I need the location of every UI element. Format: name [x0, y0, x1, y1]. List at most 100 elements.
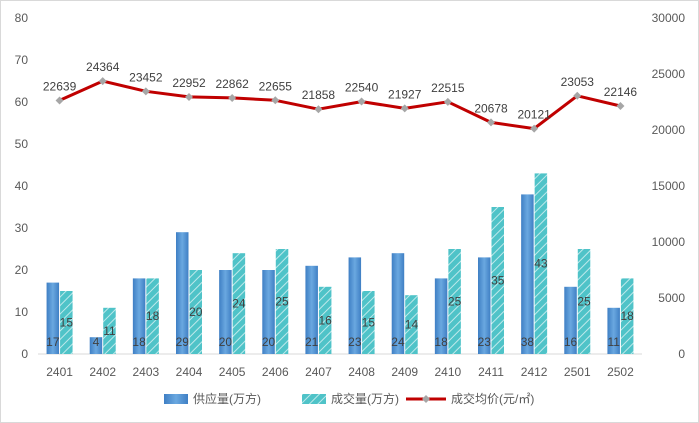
- label-price: 21927: [388, 87, 422, 101]
- left-axis-tick: 50: [15, 137, 29, 151]
- x-axis-tick: 2411: [478, 365, 504, 379]
- legend-label-deal: 成交量(万方): [331, 391, 399, 406]
- label-deal: 16: [318, 313, 332, 327]
- price-line: [55, 77, 625, 133]
- bar-supply: [607, 307, 620, 354]
- price-marker: [400, 104, 409, 113]
- bar-deal: [620, 278, 634, 354]
- label-price: 23053: [561, 75, 595, 89]
- label-price: 22146: [604, 85, 638, 99]
- left-axis-tick: 20: [15, 263, 29, 277]
- label-supply: 29: [176, 335, 190, 349]
- bar-deal: [146, 278, 159, 354]
- label-price: 22655: [259, 79, 293, 93]
- label-supply: 38: [521, 335, 535, 349]
- bar-deal: [275, 249, 289, 354]
- x-axis-tick: 2406: [262, 365, 289, 379]
- price-marker: [271, 96, 280, 105]
- price-marker: [357, 97, 366, 106]
- right-axis-tick: 30000: [652, 11, 686, 25]
- label-price: 22540: [345, 81, 379, 95]
- price-marker: [228, 93, 237, 102]
- data-labels: 1715411181829202024202521162315241418252…: [43, 60, 638, 349]
- label-deal: 25: [448, 295, 462, 309]
- bar-supply: [219, 270, 232, 354]
- label-supply: 18: [434, 335, 448, 349]
- right-axis-tick: 10000: [652, 235, 686, 249]
- label-price: 22862: [215, 77, 249, 91]
- bar-supply: [305, 265, 318, 354]
- price-marker: [573, 91, 582, 100]
- bar-deal: [405, 295, 418, 354]
- price-marker: [616, 101, 625, 110]
- label-deal: 20: [189, 305, 203, 319]
- x-axis-tick: 2405: [219, 365, 246, 379]
- right-axis-tick: 25000: [652, 67, 686, 81]
- label-deal: 11: [103, 324, 116, 338]
- bar-supply: [391, 253, 405, 354]
- label-deal: 15: [362, 316, 376, 330]
- price-marker: [314, 105, 323, 114]
- x-axis-tick: 2408: [348, 365, 375, 379]
- bar-deal: [577, 249, 591, 354]
- label-deal: 25: [275, 295, 289, 309]
- left-axis-tick: 70: [15, 53, 29, 67]
- bar-supply: [348, 257, 362, 354]
- label-supply: 24: [391, 335, 405, 349]
- bar-supply: [89, 337, 103, 354]
- label-deal: 18: [620, 309, 634, 323]
- label-price: 22515: [431, 81, 465, 95]
- label-price: 20121: [517, 108, 551, 122]
- x-axis-tick: 2404: [176, 365, 203, 379]
- x-axis-tick: 2412: [521, 365, 548, 379]
- x-axis-tick: 2501: [564, 365, 591, 379]
- legend-label-supply: 供应量(万方): [193, 391, 261, 406]
- label-deal: 24: [232, 297, 246, 311]
- bars: [46, 173, 634, 354]
- x-axis-tick: 2401: [46, 365, 73, 379]
- bar-supply: [132, 278, 146, 354]
- bar-supply: [434, 278, 448, 354]
- label-deal: 43: [534, 257, 548, 271]
- bar-deal: [189, 270, 202, 354]
- price-marker: [443, 97, 452, 106]
- label-price: 24364: [86, 60, 120, 74]
- x-axis-tick: 2407: [305, 365, 332, 379]
- label-supply: 16: [564, 335, 578, 349]
- label-supply: 4: [93, 335, 100, 349]
- label-supply: 20: [262, 335, 276, 349]
- label-supply: 23: [478, 335, 492, 349]
- right-axis-tick: 0: [678, 347, 685, 361]
- label-supply: 20: [219, 335, 233, 349]
- left-axis-tick: 40: [15, 179, 29, 193]
- x-axis-tick: 2502: [607, 365, 634, 379]
- price-marker: [141, 87, 150, 96]
- bar-supply: [478, 257, 491, 354]
- price-marker: [55, 96, 64, 105]
- label-supply: 18: [132, 335, 146, 349]
- right-axis-tick: 15000: [652, 179, 686, 193]
- bar-supply: [564, 286, 577, 354]
- bar-supply: [176, 232, 189, 354]
- label-supply: 11: [607, 335, 620, 349]
- price-marker: [530, 124, 539, 133]
- label-price: 20678: [474, 101, 508, 115]
- bar-deal: [491, 207, 504, 354]
- legend-label-price: 成交均价(元/㎡): [451, 391, 534, 406]
- right-axis-tick: 20000: [652, 123, 686, 137]
- bar-deal: [318, 286, 332, 354]
- label-deal: 35: [491, 274, 505, 288]
- x-axis-tick: 2403: [133, 365, 160, 379]
- label-deal: 18: [146, 309, 160, 323]
- price-marker: [98, 77, 107, 86]
- x-axis-tick: 2410: [435, 365, 462, 379]
- price-series-line: [58, 79, 621, 131]
- price-marker: [487, 118, 495, 127]
- bar-supply: [262, 270, 275, 354]
- bar-deal: [103, 307, 116, 354]
- bar-supply: [46, 282, 60, 354]
- legend: 供应量(万方) 成交量(万方) 成交均价(元/㎡): [164, 391, 534, 406]
- left-axis-tick: 0: [21, 347, 28, 361]
- left-axis-tick: 30: [15, 221, 29, 235]
